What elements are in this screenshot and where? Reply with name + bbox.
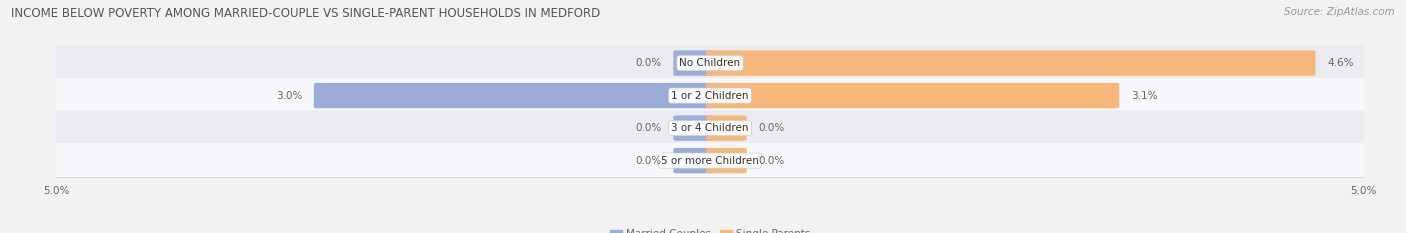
FancyBboxPatch shape (706, 50, 1316, 76)
Text: 0.0%: 0.0% (636, 58, 662, 68)
Legend: Married Couples, Single Parents: Married Couples, Single Parents (606, 225, 814, 233)
FancyBboxPatch shape (706, 148, 747, 173)
FancyBboxPatch shape (51, 110, 1369, 146)
FancyBboxPatch shape (706, 115, 747, 141)
FancyBboxPatch shape (51, 45, 1369, 81)
Text: 0.0%: 0.0% (758, 156, 785, 166)
FancyBboxPatch shape (51, 143, 1369, 178)
FancyBboxPatch shape (51, 78, 1369, 113)
FancyBboxPatch shape (706, 83, 1119, 108)
Text: 5 or more Children: 5 or more Children (661, 156, 759, 166)
Text: 0.0%: 0.0% (758, 123, 785, 133)
Text: 3.1%: 3.1% (1130, 91, 1157, 101)
Text: 3.0%: 3.0% (276, 91, 302, 101)
FancyBboxPatch shape (314, 83, 714, 108)
Text: INCOME BELOW POVERTY AMONG MARRIED-COUPLE VS SINGLE-PARENT HOUSEHOLDS IN MEDFORD: INCOME BELOW POVERTY AMONG MARRIED-COUPL… (11, 7, 600, 20)
FancyBboxPatch shape (673, 50, 714, 76)
Text: 1 or 2 Children: 1 or 2 Children (671, 91, 749, 101)
Text: 0.0%: 0.0% (636, 123, 662, 133)
FancyBboxPatch shape (673, 148, 714, 173)
Text: Source: ZipAtlas.com: Source: ZipAtlas.com (1284, 7, 1395, 17)
Text: No Children: No Children (679, 58, 741, 68)
Text: 0.0%: 0.0% (636, 156, 662, 166)
Text: 4.6%: 4.6% (1327, 58, 1354, 68)
Text: 3 or 4 Children: 3 or 4 Children (671, 123, 749, 133)
FancyBboxPatch shape (673, 115, 714, 141)
